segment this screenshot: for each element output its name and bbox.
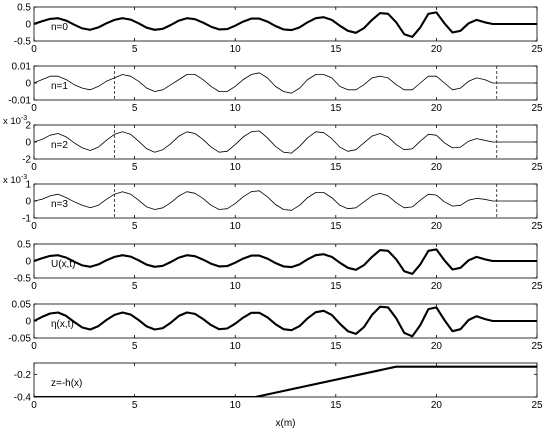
x-tick-label-6-1: 5 [132, 400, 138, 411]
panel-label-2: n=2 [51, 140, 68, 151]
x-tick-label-0-2: 10 [230, 44, 242, 55]
axes-frame-2 [33, 124, 538, 160]
x-tick-label-2-3: 15 [330, 162, 342, 173]
panel-0: 0 5 10 15 20 25-0.500.5n=0 [14, 3, 543, 56]
axes-frame-6 [33, 362, 538, 398]
x-tick-label-6-3: 15 [330, 400, 342, 411]
x-tick-label-6-2: 10 [230, 400, 242, 411]
x-tick-label-1-4: 20 [431, 103, 443, 114]
panels: 0 5 10 15 20 25-0.500.5n=00 5 10 15 20 25-0.0100.0… [3, 3, 543, 412]
x-tick-label-5-1: 5 [132, 341, 138, 352]
y-tick-label-5-1: 0 [25, 317, 31, 328]
y-tick-label-3-0: -1 [22, 214, 31, 225]
x-tick-label-1-0: 0 [31, 103, 37, 114]
x-tick-label-3-1: 5 [132, 221, 138, 232]
y-tick-label-6-0: -0.4 [14, 393, 32, 404]
y-tick-label-5-2: 0.05 [12, 300, 32, 311]
series-line-3-0 [34, 190, 537, 211]
y-tick-label-3-2: 1 [25, 180, 31, 191]
x-tick-label-3-2: 10 [230, 221, 242, 232]
panel-label-4: U(x,t) [51, 259, 75, 270]
x-tick-label-1-1: 5 [132, 103, 138, 114]
y-tick-label-2-0: -2 [22, 155, 31, 166]
x-tick-label-0-3: 15 [330, 44, 342, 55]
x-tick-label-2-0: 0 [31, 162, 37, 173]
x-tick-label-1-2: 10 [230, 103, 242, 114]
x-tick-label-6-0: 0 [31, 400, 37, 411]
panel-label-3: n=3 [51, 199, 68, 210]
axes-frame-4 [33, 243, 538, 279]
panel-label-5: η(x,t) [51, 319, 74, 330]
x-tick-label-4-2: 10 [230, 281, 242, 292]
x-tick-label-4-4: 20 [431, 281, 443, 292]
x-tick-label-2-2: 10 [230, 162, 242, 173]
x-tick-label-0-0: 0 [31, 44, 37, 55]
series-line-5-0 [34, 305, 537, 338]
x-tick-label-3-5: 25 [531, 221, 543, 232]
y-multiplier-3: x 10-3 [3, 174, 27, 186]
x-tick-label-4-3: 15 [330, 281, 342, 292]
x-tick-label-2-5: 25 [531, 162, 543, 173]
x-tick-label-2-1: 5 [132, 162, 138, 173]
y-tick-label-6-1: -0.2 [14, 370, 32, 381]
panel-4: 0 5 10 15 20 25-0.500.5U(x,t) [14, 240, 543, 293]
y-tick-label-1-0: -0.01 [8, 96, 31, 107]
axes-frame-0 [33, 6, 538, 42]
series-line-6-0 [34, 365, 537, 397]
x-tick-label-4-1: 5 [132, 281, 138, 292]
panel-label-1: n=1 [51, 81, 68, 92]
x-tick-label-5-4: 20 [431, 341, 443, 352]
y-tick-label-4-2: 0.5 [17, 240, 31, 251]
axes-frame-5 [33, 303, 538, 339]
y-multiplier-exp-2: -3 [21, 115, 27, 122]
y-tick-label-0-2: 0.5 [17, 3, 31, 14]
x-tick-label-2-4: 20 [431, 162, 443, 173]
panel-label-6: z=-h(x) [51, 378, 82, 389]
y-tick-label-4-1: 0 [25, 257, 31, 268]
x-tick-label-1-3: 15 [330, 103, 342, 114]
x-tick-label-4-0: 0 [31, 281, 37, 292]
x-tick-label-6-4: 20 [431, 400, 443, 411]
series-line-4-0 [34, 248, 537, 275]
y-tick-label-3-1: 0 [25, 197, 31, 208]
series-line-0-0 [34, 11, 537, 38]
y-tick-label-0-1: 0 [25, 20, 31, 31]
series-line-1-0 [34, 72, 537, 94]
y-multiplier-2: x 10-3 [3, 115, 27, 127]
x-tick-label-4-5: 25 [531, 281, 543, 292]
y-tick-label-2-1: 0 [25, 138, 31, 149]
x-tick-label-5-2: 10 [230, 341, 242, 352]
x-tick-label-3-4: 20 [431, 221, 443, 232]
panel-6: 0 5 10 15 20 25 -0.4 -0.2 z=-h(x) [14, 362, 543, 411]
axes-frame-1 [33, 65, 538, 101]
x-tick-label-5-0: 0 [31, 341, 37, 352]
x-tick-label-0-5: 25 [531, 44, 543, 55]
y-tick-label-4-0: -0.5 [14, 274, 32, 285]
x-tick-label-0-4: 20 [431, 44, 443, 55]
x-tick-label-5-3: 15 [330, 341, 342, 352]
x-tick-label-0-1: 5 [132, 44, 138, 55]
axes-frame-3 [33, 183, 538, 219]
x-tick-label-6-5: 25 [531, 400, 543, 411]
series-line-2-0 [34, 130, 537, 154]
x-tick-label-5-5: 25 [531, 341, 543, 352]
x-axis-label: x(m) [276, 418, 296, 429]
y-tick-label-1-1: 0 [25, 79, 31, 90]
y-tick-label-5-0: -0.05 [8, 334, 31, 345]
y-tick-label-2-2: 2 [25, 121, 31, 132]
x-tick-label-3-0: 0 [31, 221, 37, 232]
y-tick-label-0-0: -0.5 [14, 37, 32, 48]
y-multiplier-exp-3: -3 [21, 174, 27, 181]
x-tick-label-3-3: 15 [330, 221, 342, 232]
x-tick-label-1-5: 25 [531, 103, 543, 114]
y-tick-label-1-2: 0.01 [12, 62, 32, 73]
panel-label-0: n=0 [51, 22, 68, 33]
